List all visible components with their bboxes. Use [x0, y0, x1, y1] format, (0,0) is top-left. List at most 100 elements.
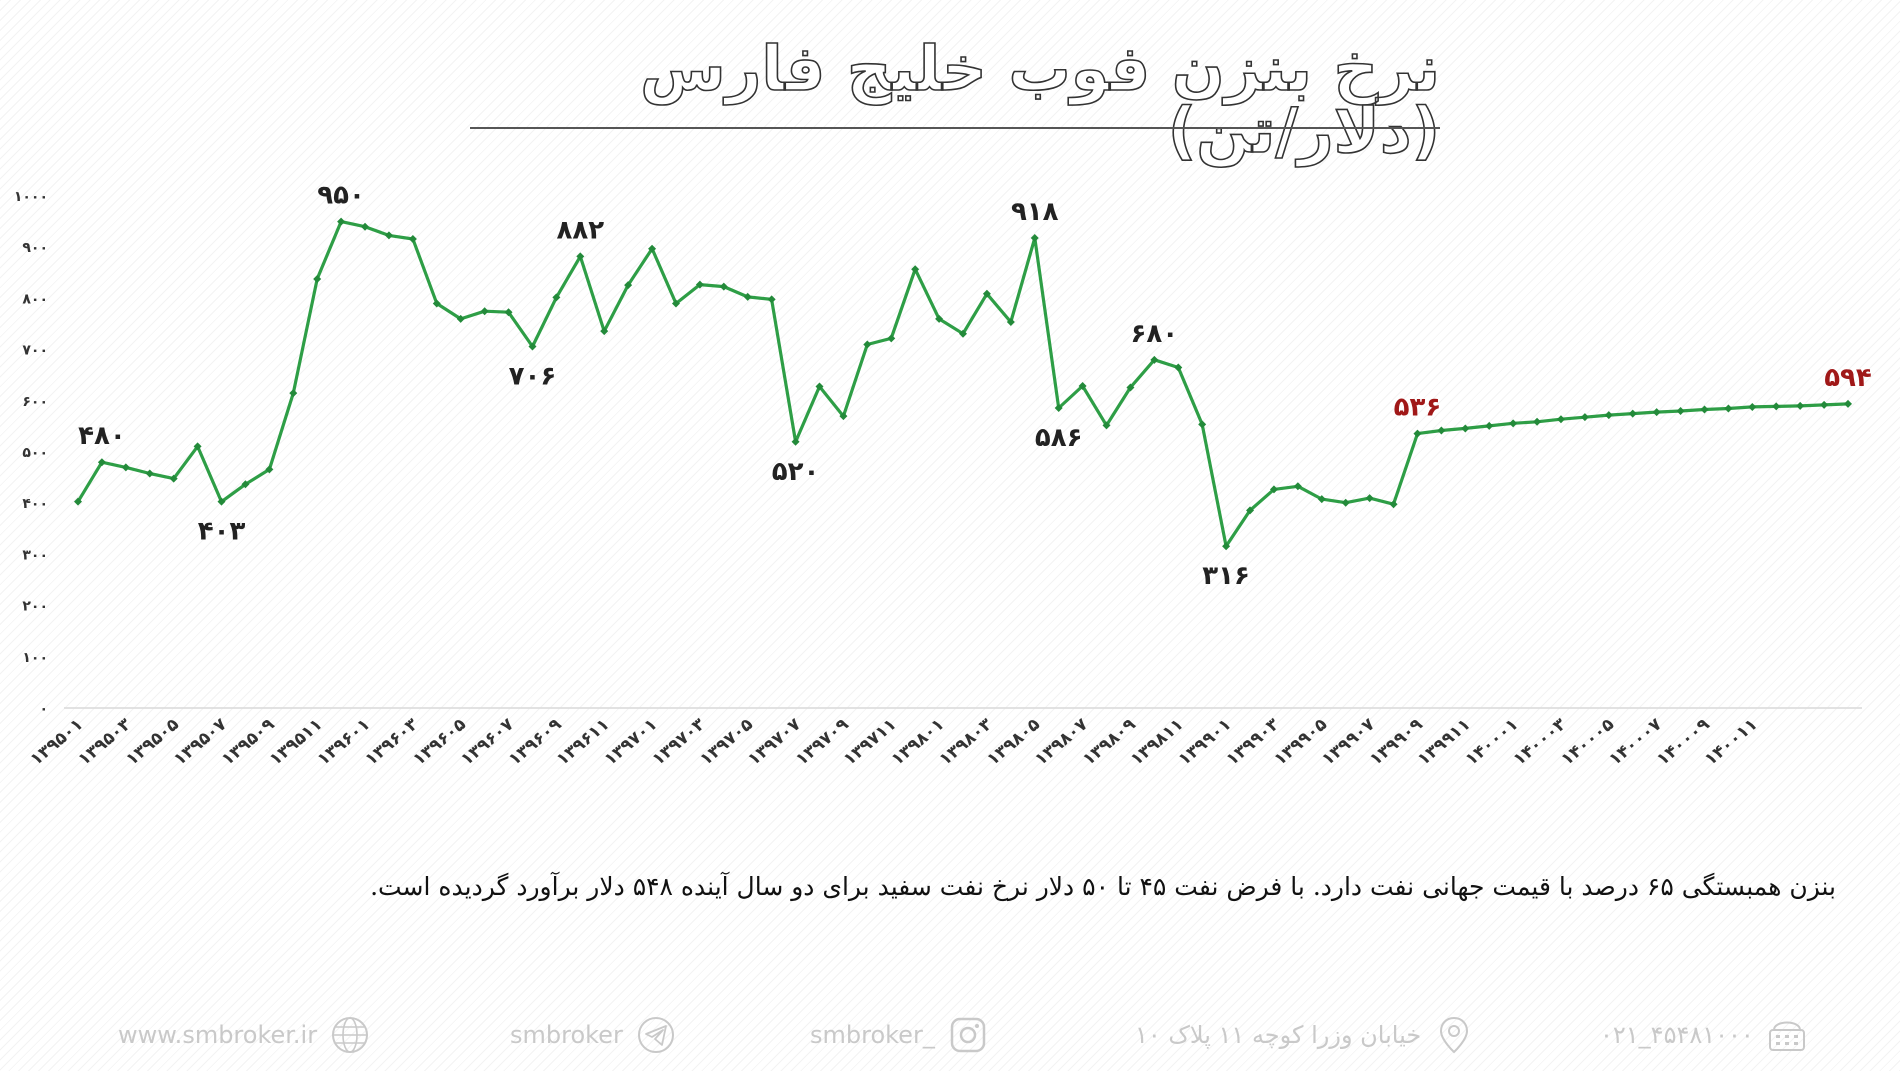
- title-underline: [470, 127, 1440, 129]
- data-point: [719, 282, 728, 291]
- x-tick-label: ۱۳۹۷۰۳: [649, 714, 710, 770]
- y-tick-label: ۸۰۰: [22, 291, 48, 307]
- data-point: [695, 280, 704, 289]
- y-tick-label: ۳۰۰: [22, 547, 48, 563]
- data-label: ۵۹۴: [1824, 363, 1872, 393]
- data-point: [1365, 494, 1374, 503]
- y-tick-label: ۱۰۰: [22, 650, 48, 666]
- data-point: [241, 480, 250, 489]
- data-point: [1796, 401, 1805, 410]
- data-point: [1820, 400, 1829, 409]
- data-point: [576, 252, 585, 261]
- footer-phone[interactable]: ۰۲۱_۴۵۴۸۱۰۰۰: [1600, 1010, 1808, 1060]
- globe-icon: [332, 1017, 369, 1053]
- data-point: [1437, 426, 1446, 435]
- data-point: [528, 342, 537, 351]
- data-point: [1580, 413, 1589, 422]
- data-label: ۴۰۳: [198, 517, 246, 547]
- x-tick-label: ۱۳۹۶۰۷: [457, 714, 518, 770]
- y-tick-label: ۶۰۰: [22, 394, 48, 410]
- data-label: ۵۸۶: [1035, 423, 1083, 453]
- data-point: [815, 382, 824, 391]
- data-point: [145, 469, 154, 478]
- data-point: [193, 442, 202, 451]
- footer-website[interactable]: www.smbroker.ir: [118, 1010, 371, 1060]
- data-point: [1006, 317, 1015, 326]
- chart-note: بنزن همبستگی ۶۵ درصد با قیمت جهانی نفت د…: [370, 872, 1836, 901]
- footer-telegram-text: smbroker: [510, 1021, 623, 1049]
- data-point: [1030, 233, 1039, 242]
- x-tick-label: ۱۴۰۰۰۹: [1653, 714, 1714, 770]
- x-tick-label: ۱۳۹۸۱۱: [1127, 715, 1188, 770]
- footer-address[interactable]: خیابان وزرا کوچه ۱۱ پلاک ۱۰: [1135, 1010, 1475, 1060]
- data-point: [1533, 417, 1542, 426]
- x-tick-label: ۱۳۹۸۰۱: [888, 715, 949, 770]
- x-tick-label: ۱۳۹۷۰۵: [696, 715, 757, 770]
- y-tick-label: ۹۰۰: [22, 240, 48, 256]
- footer: ۰۲۱_۴۵۴۸۱۰۰۰ خیابان وزرا کوچه ۱۱ پلاک ۱۰…: [0, 1010, 1900, 1060]
- telegram-icon: [637, 1017, 674, 1053]
- data-label: ۴۸۰: [78, 421, 126, 451]
- data-point: [1102, 421, 1111, 430]
- data-point: [361, 222, 370, 231]
- data-point: [1485, 421, 1494, 430]
- data-point: [1222, 542, 1231, 551]
- y-tick-label: ۵۰۰: [22, 445, 48, 461]
- data-point: [74, 497, 82, 506]
- data-point: [624, 281, 633, 290]
- data-point: [959, 329, 967, 338]
- x-tick-label: ۱۳۹۸۰۹: [1079, 714, 1140, 770]
- data-point: [289, 389, 298, 398]
- data-point: [313, 274, 322, 283]
- data-label: ۹۵۰: [317, 181, 365, 211]
- data-label: ۶۸۰: [1131, 319, 1179, 349]
- data-point: [911, 265, 920, 274]
- chart-title-container: نرخ بنزن فوب خلیج فارس (دلار/تن): [460, 36, 1440, 162]
- y-tick-label: ۱۰۰۰: [14, 189, 48, 205]
- x-tick-label: ۱۴۰۰۰۷: [1605, 714, 1666, 770]
- x-tick-label: ۱۳۹۸۰۳: [936, 714, 997, 770]
- x-tick-label: ۱۳۹۷۱۱: [840, 715, 901, 770]
- data-point: [1126, 383, 1135, 392]
- data-point: [384, 231, 393, 240]
- data-point: [1748, 402, 1757, 411]
- series-line: [76, 219, 1849, 548]
- x-tick-label: ۱۳۹۵۰۵: [122, 715, 183, 770]
- data-point: [169, 474, 178, 483]
- footer-phone-text: ۰۲۱_۴۵۴۸۱۰۰۰: [1600, 1021, 1754, 1049]
- data-label: ۷۰۶: [509, 362, 557, 392]
- data-point: [1556, 415, 1565, 424]
- footer-telegram[interactable]: smbroker: [510, 1010, 677, 1060]
- data-point: [217, 497, 226, 506]
- y-tick-label: ۴۰۰: [22, 496, 48, 512]
- footer-instagram[interactable]: smbroker_: [810, 1010, 989, 1060]
- x-tick-label: ۱۳۹۶۰۳: [362, 714, 423, 770]
- x-tick-label: ۱۴۰۰۰۱: [1462, 715, 1523, 770]
- x-tick-label: ۱۳۹۵۰۳: [74, 714, 135, 770]
- footer-address-text: خیابان وزرا کوچه ۱۱ پلاک ۱۰: [1135, 1021, 1422, 1049]
- x-tick-label: ۱۳۹۵۰۷: [170, 714, 231, 770]
- x-tick-label: ۱۴۰۰۱۱: [1701, 715, 1762, 770]
- data-point: [1509, 419, 1518, 428]
- data-point: [791, 437, 800, 446]
- x-tick-label: ۱۳۹۵۰۹: [218, 714, 279, 770]
- data-point: [552, 293, 561, 302]
- data-point: [1341, 498, 1350, 507]
- data-point: [1150, 355, 1159, 364]
- x-tick-label: ۱۳۹۷۰۹: [792, 714, 853, 770]
- y-tick-label: ۷۰۰: [22, 343, 48, 359]
- x-tick-label: ۱۳۹۵۱۱: [266, 715, 327, 770]
- instagram-icon: [950, 1017, 986, 1053]
- chart-title: نرخ بنزن فوب خلیج فارس (دلار/تن): [639, 31, 1440, 167]
- data-point: [767, 295, 776, 304]
- data-point: [1078, 381, 1087, 390]
- data-point: [1198, 420, 1207, 429]
- data-point: [265, 465, 274, 474]
- line-chart: ۰۱۰۰۲۰۰۳۰۰۴۰۰۵۰۰۶۰۰۷۰۰۸۰۰۹۰۰۱۰۰۰۱۳۹۵۰۱۱۳…: [14, 181, 1872, 770]
- data-point: [1246, 506, 1255, 515]
- x-tick-label: ۱۳۹۹۰۱: [1175, 715, 1236, 770]
- data-point: [1700, 405, 1709, 414]
- x-tick-label: ۱۳۹۹۰۹: [1366, 714, 1427, 770]
- data-point: [1174, 363, 1183, 372]
- data-point: [743, 292, 752, 301]
